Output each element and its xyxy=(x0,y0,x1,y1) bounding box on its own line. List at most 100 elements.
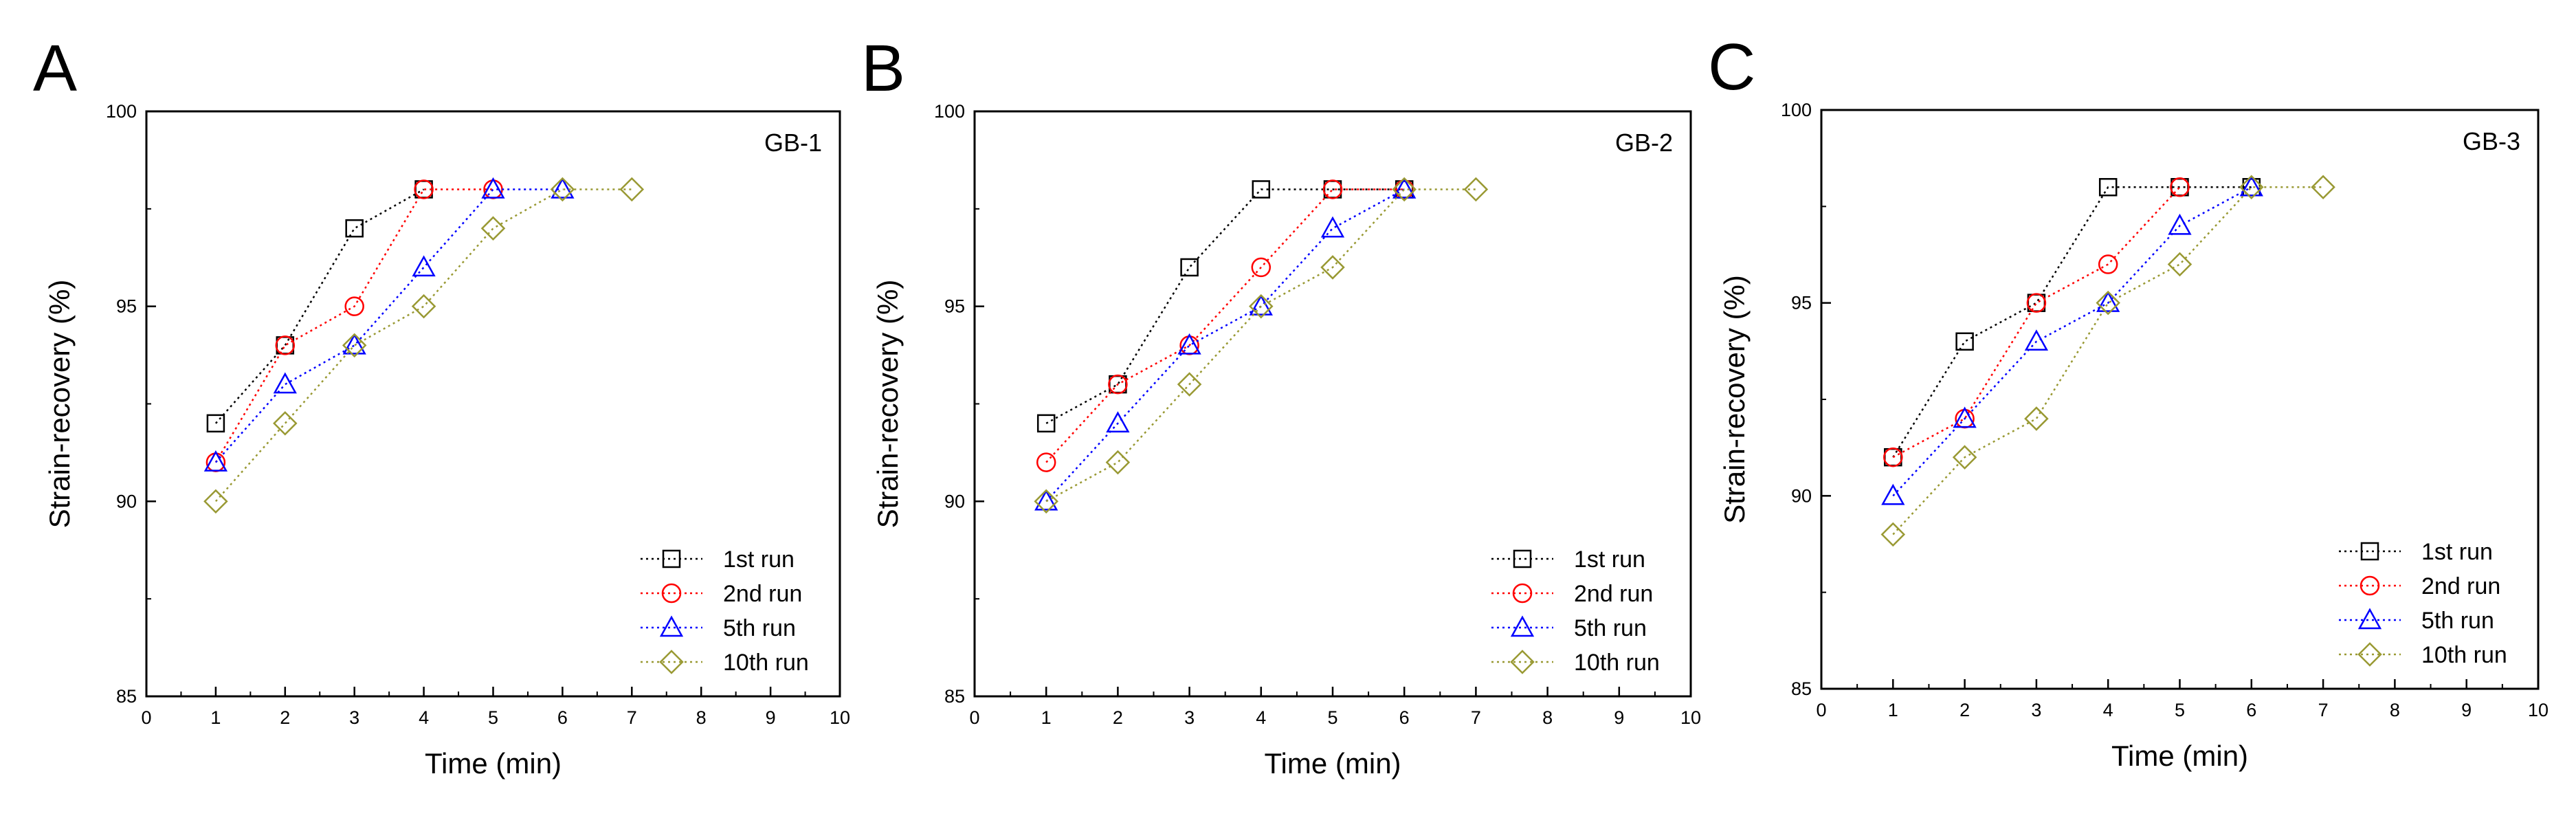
data-point xyxy=(1955,332,1974,351)
legend-label: 1st run xyxy=(2421,539,2493,565)
series-line xyxy=(1892,186,2252,497)
panel-title: GB-2 xyxy=(1615,129,1673,157)
y-tick-label: 100 xyxy=(1781,100,1812,120)
data-point xyxy=(2026,293,2047,313)
legend-label: 10th run xyxy=(1574,650,1660,676)
data-point xyxy=(2239,175,2263,197)
x-tick-label: 10 xyxy=(2528,700,2549,720)
data-point xyxy=(273,372,297,394)
chart-panel-b: B 0 1 2 3 4 5 6 7 8 9 10 85 90 95 100 Time (min) Strain-r… xyxy=(861,32,1701,780)
data-point xyxy=(1106,411,1130,433)
x-tick-label: 10 xyxy=(1680,707,1701,728)
data-point xyxy=(1320,255,1345,280)
data-point xyxy=(203,489,228,514)
data-point xyxy=(1953,406,1977,428)
x-tick-label: 0 xyxy=(141,707,151,728)
x-tick-label: 7 xyxy=(1471,707,1481,728)
series-line xyxy=(1045,188,1476,502)
data-point xyxy=(2096,291,2120,312)
y-tick-label: 100 xyxy=(934,101,965,122)
data-point xyxy=(1251,257,1272,278)
data-point xyxy=(2167,252,2192,277)
x-tick-label: 3 xyxy=(349,707,359,728)
data-point xyxy=(481,177,505,199)
data-point xyxy=(1036,414,1056,433)
x-tick-label: 5 xyxy=(488,707,498,728)
x-tick-label: 7 xyxy=(2318,700,2329,720)
x-tick-label: 3 xyxy=(2031,700,2041,720)
data-point xyxy=(2239,175,2264,200)
data-point xyxy=(411,294,436,319)
legend-marker xyxy=(1512,583,1533,604)
panel-title: GB-3 xyxy=(2463,127,2520,155)
x-tick-label: 8 xyxy=(1542,707,1553,728)
series-line xyxy=(1892,186,2252,458)
data-point xyxy=(1392,177,1417,199)
x-tick-label: 6 xyxy=(557,707,568,728)
data-point xyxy=(551,177,575,199)
data-point xyxy=(2168,213,2192,235)
x-tick-label: 6 xyxy=(2246,700,2256,720)
y-axis-title: Strain-recovery (%) xyxy=(1718,275,1751,524)
x-axis-title: Time (min) xyxy=(2111,740,2248,772)
x-tick-label: 2 xyxy=(1959,700,1970,720)
series-line xyxy=(214,188,493,463)
data-point xyxy=(480,216,506,241)
series-line xyxy=(1045,188,1405,463)
data-point xyxy=(203,450,228,472)
x-tick-label: 7 xyxy=(627,707,637,728)
x-tick-label: 9 xyxy=(766,707,776,728)
data-point xyxy=(1249,294,1274,319)
data-point xyxy=(412,255,436,277)
x-tick-label: 8 xyxy=(696,707,707,728)
x-tick-label: 9 xyxy=(2461,700,2472,720)
data-point xyxy=(1180,258,1199,277)
series-line xyxy=(1892,186,2324,535)
legend-marker xyxy=(662,549,681,568)
data-point xyxy=(2098,178,2118,197)
x-tick-label: 1 xyxy=(1041,707,1052,728)
data-point xyxy=(1392,177,1417,202)
legend-marker xyxy=(2360,575,2380,596)
data-point xyxy=(1034,489,1058,514)
series-line xyxy=(1892,186,2181,458)
legend-label: 5th run xyxy=(2421,608,2494,634)
y-tick-label: 100 xyxy=(106,101,137,122)
data-point xyxy=(1881,483,1905,505)
data-point xyxy=(414,179,434,199)
x-tick-label: 8 xyxy=(2390,700,2400,720)
data-point xyxy=(1249,294,1273,316)
y-tick-label: 95 xyxy=(1791,293,1812,313)
data-point xyxy=(1177,333,1201,355)
legend-marker xyxy=(1510,615,1535,637)
x-tick-label: 2 xyxy=(1113,707,1123,728)
data-point xyxy=(2096,290,2120,316)
data-point xyxy=(1108,374,1128,395)
data-point xyxy=(206,414,225,433)
data-point xyxy=(1952,445,1977,469)
data-point xyxy=(344,296,364,316)
data-point xyxy=(345,219,364,238)
data-point xyxy=(2170,177,2190,197)
data-point xyxy=(2098,254,2118,274)
legend-label: 1st run xyxy=(1574,546,1645,573)
legend-label: 2nd run xyxy=(1574,581,1653,607)
data-point xyxy=(2024,406,2049,431)
legend-marker xyxy=(2357,608,2382,630)
x-tick-label: 1 xyxy=(210,707,221,728)
legend-label: 5th run xyxy=(1574,615,1647,641)
legend-marker xyxy=(659,615,684,637)
x-axis-title: Time (min) xyxy=(1264,747,1401,780)
y-axis-title: Strain-recovery (%) xyxy=(43,280,76,529)
y-tick-label: 90 xyxy=(944,491,965,511)
data-point xyxy=(1036,452,1056,472)
y-tick-label: 95 xyxy=(116,296,137,317)
panel-letter: B xyxy=(861,32,905,105)
x-tick-label: 10 xyxy=(830,707,850,728)
x-tick-label: 5 xyxy=(2175,700,2185,720)
data-point xyxy=(275,335,296,355)
x-tick-label: 0 xyxy=(969,707,979,728)
legend-label: 1st run xyxy=(723,546,795,573)
data-point xyxy=(1034,489,1058,511)
series-line xyxy=(214,188,632,502)
